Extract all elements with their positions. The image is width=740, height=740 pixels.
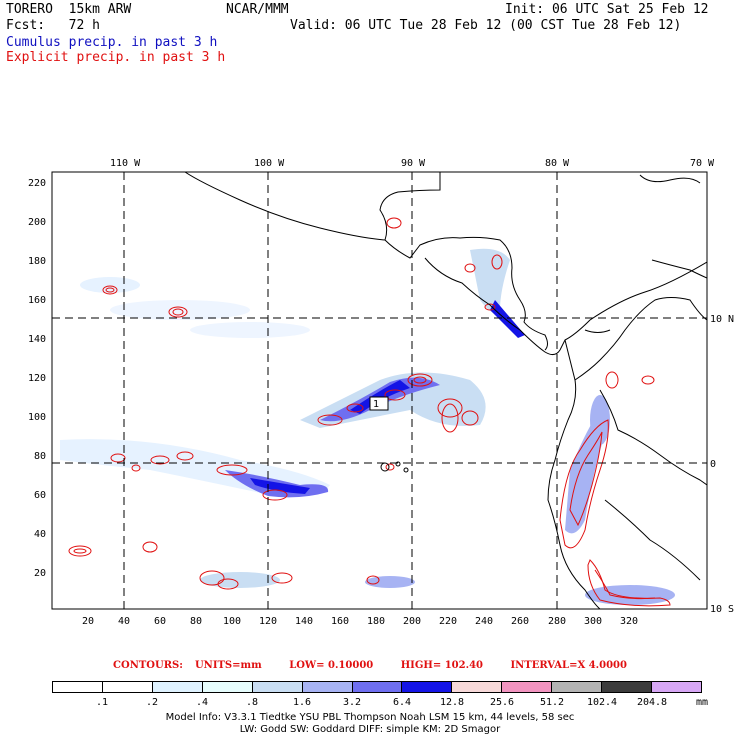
x-tick: 200 bbox=[403, 616, 421, 627]
cbar-label: 51.2 bbox=[539, 697, 565, 708]
cbar-label: .2 bbox=[145, 697, 159, 708]
cbar-swatch bbox=[552, 682, 603, 692]
cbar-label: 25.6 bbox=[489, 697, 515, 708]
x-tick: 60 bbox=[154, 616, 166, 627]
cbar-swatch bbox=[102, 682, 153, 692]
contour-high: HIGH= 102.40 bbox=[400, 660, 483, 671]
cbar-label: .1 bbox=[95, 697, 109, 708]
x-tick: 40 bbox=[118, 616, 130, 627]
x-tick: 80 bbox=[190, 616, 202, 627]
x-tick: 120 bbox=[259, 616, 277, 627]
cbar-label: 204.8 bbox=[636, 697, 668, 708]
y-tick: 120 bbox=[28, 373, 46, 384]
cbar-swatch bbox=[152, 682, 203, 692]
lon-label: 70 W bbox=[690, 158, 715, 169]
x-tick: 140 bbox=[295, 616, 313, 627]
cbar-swatch bbox=[502, 682, 553, 692]
cbar-label: 12.8 bbox=[439, 697, 465, 708]
cbar-swatch bbox=[352, 682, 403, 692]
explicit-precip-contours bbox=[68, 217, 671, 607]
physics-info: LW: Godd SW: Goddard DIFF: simple KM: 2D… bbox=[239, 724, 501, 735]
x-tick: 160 bbox=[331, 616, 349, 627]
cbar-label: 102.4 bbox=[586, 697, 618, 708]
org-label: NCAR/MMM bbox=[226, 2, 289, 17]
x-tick: 20 bbox=[82, 616, 94, 627]
max-value-label: 1 bbox=[373, 399, 379, 410]
cbar-label: 1.6 bbox=[292, 697, 312, 708]
cbar-swatch bbox=[202, 682, 253, 692]
coastlines bbox=[184, 172, 707, 609]
init-time: Init: 06 UTC Sat 25 Feb 12 bbox=[505, 2, 709, 17]
y-tick: 40 bbox=[34, 529, 46, 540]
y-tick: 60 bbox=[34, 490, 46, 501]
cbar-label: 3.2 bbox=[342, 697, 362, 708]
max-value-box bbox=[369, 396, 389, 411]
x-tick: 240 bbox=[475, 616, 493, 627]
cbar-label: .8 bbox=[245, 697, 259, 708]
lat-label: 10 N bbox=[710, 314, 734, 325]
cumulus-legend: Cumulus precip. in past 3 h bbox=[6, 35, 218, 50]
cbar-label: .4 bbox=[195, 697, 209, 708]
y-tick: 80 bbox=[34, 451, 46, 462]
cbar-swatch bbox=[252, 682, 303, 692]
color-bar bbox=[52, 681, 702, 693]
cbar-label: 6.4 bbox=[392, 697, 412, 708]
latitude-labels: 10 N 0 10 S bbox=[710, 314, 734, 615]
explicit-legend: Explicit precip. in past 3 h bbox=[6, 50, 226, 65]
contour-units: UNITS=mm bbox=[194, 660, 262, 671]
x-tick: 180 bbox=[367, 616, 385, 627]
cbar-swatch bbox=[302, 682, 353, 692]
y-tick: 200 bbox=[28, 217, 46, 228]
x-tick: 320 bbox=[620, 616, 638, 627]
lon-label: 110 W bbox=[110, 158, 141, 169]
y-tick: 20 bbox=[34, 568, 46, 579]
lat-lon-grid bbox=[52, 172, 707, 609]
cbar-swatch bbox=[53, 682, 103, 692]
x-tick: 300 bbox=[584, 616, 602, 627]
lat-label: 10 S bbox=[710, 604, 734, 615]
y-tick: 180 bbox=[28, 256, 46, 267]
x-tick-labels: 20 40 60 80 100 120 140 160 180 200 220 … bbox=[82, 616, 638, 627]
longitude-labels: 110 W 100 W 90 W 80 W 70 W bbox=[110, 158, 715, 169]
y-tick-labels: 220 200 180 160 140 120 100 80 60 40 20 bbox=[28, 178, 46, 579]
contour-interval: INTERVAL=X 4.0000 bbox=[510, 660, 627, 671]
cbar-swatch bbox=[452, 682, 503, 692]
cbar-swatch bbox=[402, 682, 453, 692]
model-title: TORERO 15km ARW bbox=[6, 2, 132, 17]
cbar-swatch bbox=[652, 682, 701, 692]
y-tick: 140 bbox=[28, 334, 46, 345]
x-tick: 220 bbox=[439, 616, 457, 627]
y-tick: 160 bbox=[28, 295, 46, 306]
x-tick: 260 bbox=[511, 616, 529, 627]
model-info: Model Info: V3.3.1 Tiedtke YSU PBL Thomp… bbox=[165, 712, 575, 723]
lon-label: 80 W bbox=[545, 158, 570, 169]
contour-label: CONTOURS: bbox=[113, 660, 183, 671]
x-tick: 100 bbox=[223, 616, 241, 627]
cbar-units: mm bbox=[695, 697, 709, 708]
valid-time: Valid: 06 UTC Tue 28 Feb 12 (00 CST Tue … bbox=[290, 18, 682, 33]
lon-label: 90 W bbox=[401, 158, 426, 169]
contour-low: LOW= 0.10000 bbox=[289, 660, 374, 671]
forecast-hour: Fcst: 72 h bbox=[6, 18, 100, 33]
contour-info: CONTOURS: UNITS=mm LOW= 0.10000 HIGH= 102… bbox=[0, 660, 740, 671]
lat-label: 0 bbox=[710, 459, 716, 470]
y-tick: 220 bbox=[28, 178, 46, 189]
lon-label: 100 W bbox=[254, 158, 285, 169]
y-tick: 100 bbox=[28, 412, 46, 423]
cbar-swatch bbox=[602, 682, 653, 692]
x-tick: 280 bbox=[548, 616, 566, 627]
